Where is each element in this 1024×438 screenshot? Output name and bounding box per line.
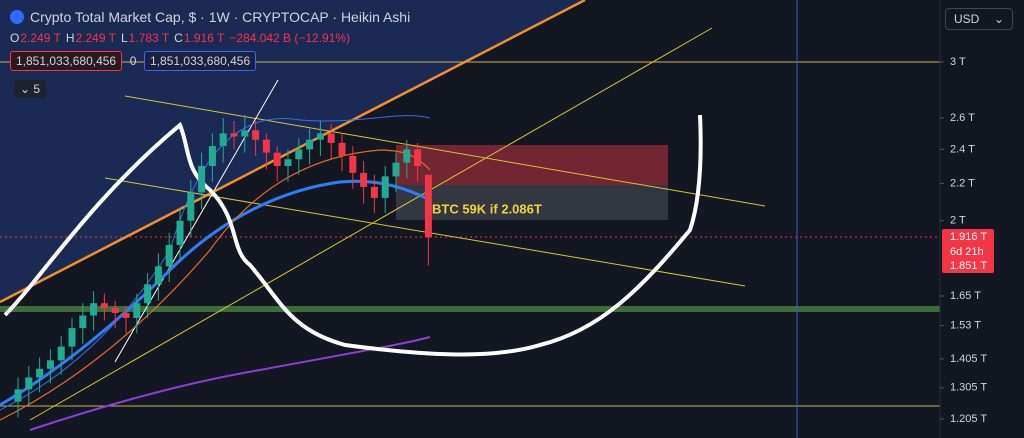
trend-line (124, 95, 766, 207)
candle-body (327, 133, 335, 143)
zone (396, 145, 668, 185)
box: 0 (129, 54, 137, 68)
candle-body (100, 303, 108, 309)
ohlc-key: L (120, 31, 128, 45)
candle-body (165, 244, 173, 267)
indicator-toggle[interactable]: ⌄ 5 (14, 80, 47, 98)
candle-body (144, 284, 152, 304)
zone (396, 185, 668, 220)
candle-body (133, 303, 141, 318)
y-tick-label: 2.6 T (950, 112, 975, 124)
trend-line (29, 27, 713, 421)
y-tick-label: 2.2 T (950, 177, 975, 189)
candle-body (36, 368, 44, 378)
freehand-drawing (3, 114, 703, 357)
candle-body (262, 139, 270, 153)
candle-body (306, 139, 314, 150)
candle-body (25, 377, 33, 390)
candle-body (14, 389, 22, 402)
candle-body (349, 155, 357, 173)
candle-body (424, 174, 432, 238)
indicator-count: 5 (33, 82, 41, 96)
currency: USD (954, 12, 980, 26)
ohlc-key: C (174, 31, 183, 45)
band (0, 115, 431, 411)
moving-average (0, 179, 431, 407)
candle-body (90, 303, 98, 316)
ohlc-value: 2.249 T (75, 31, 116, 45)
candle-body (273, 152, 281, 167)
trend-line (0, 0, 586, 304)
candle-body (219, 133, 227, 147)
y-tick-label: 1.405 T (950, 353, 987, 365)
candle-body (316, 133, 324, 140)
price-tag (942, 229, 994, 273)
y-tick-label: 1.65 T (950, 290, 981, 302)
candle-body (284, 159, 292, 167)
y-tick-label: 2.4 T (950, 143, 975, 155)
title: Crypto Total Market Cap, $ · 1W · CRYPTO… (30, 9, 411, 25)
candle-body (370, 186, 378, 198)
ohlc-value: 1.783 T (128, 31, 170, 45)
ohlc-value: 1.916 T (183, 31, 225, 45)
trend-line (114, 79, 279, 363)
ohlc-key: O (10, 31, 20, 45)
candle-body (360, 172, 368, 187)
y-tick-label: 2 T (950, 215, 966, 227)
candle-body (392, 162, 400, 177)
price-tag-text: 1.916 T (950, 231, 987, 243)
box: 1,851,033,680,456 (10, 51, 123, 71)
price-axis (940, 0, 1024, 438)
price-tag-text: 1.851 T (950, 260, 987, 272)
candle-body (230, 133, 238, 137)
chart-title: Crypto Total Market Cap, $ · 1W · CRYPTO… (10, 9, 410, 25)
moving-average (29, 336, 431, 431)
y-tick-label: 1.305 T (950, 382, 987, 394)
price-tag-text: 6d 21h (950, 246, 984, 258)
candle-body (111, 308, 119, 313)
candle-body (122, 312, 130, 318)
candle-body (338, 142, 346, 156)
ohlc-change: −284.042 B (−12.91%) (229, 31, 351, 45)
candle-body (403, 149, 411, 163)
ohlc: O2.249 T H2.249 T L1.783 T C1.916 T −284.042… (10, 31, 350, 45)
candle-body (57, 346, 65, 361)
candle-body (381, 176, 389, 198)
ohlc-key: H (65, 31, 75, 45)
currency-select[interactable]: USD ⌄ (945, 8, 1013, 30)
box-row: 1,851,033,680,456 0 1,851,033,680,456 (10, 51, 257, 71)
box: 1,851,033,680,456 (144, 51, 257, 71)
y-tick-label: 1.205 T (950, 413, 987, 425)
candle-body (295, 149, 303, 160)
level-band (0, 306, 940, 312)
y-tick-label: 3 T (950, 56, 966, 68)
candle-body (46, 360, 54, 369)
candle-body (68, 328, 76, 347)
candle-body (414, 149, 422, 167)
annotation: BTC 59K if 2.086T (432, 201, 542, 216)
candle-body (241, 130, 249, 137)
candle-body (208, 146, 216, 167)
candle-body (198, 166, 206, 193)
candle-body (154, 266, 162, 285)
candle-body (187, 192, 195, 221)
y-tick-label: 1.53 T (950, 319, 981, 331)
candle-body (252, 130, 260, 140)
moving-average (0, 149, 431, 421)
candle-body (79, 315, 87, 329)
ohlc-value: 2.249 T (20, 31, 61, 45)
candle-body (176, 220, 184, 245)
